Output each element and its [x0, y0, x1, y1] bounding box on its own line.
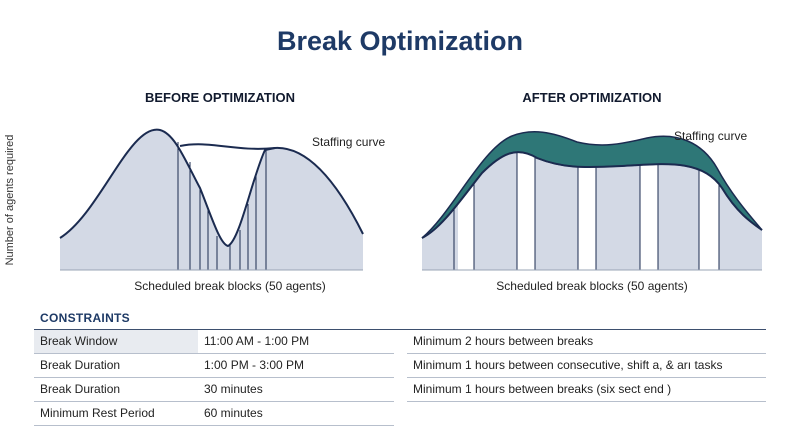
constraint-label: Break Duration — [40, 382, 121, 396]
constraint-value: 60 minutes — [204, 406, 263, 420]
constraints-table: Break Window 11:00 AM - 1:00 PM Break Du… — [34, 330, 394, 426]
page-title: Break Optimization — [276, 26, 524, 56]
constraint-row: Break Duration 1:00 PM - 3:00 PM — [34, 354, 394, 378]
constraints-divider — [34, 329, 766, 330]
constraint-row: Break Duration 30 minutes — [34, 378, 394, 402]
after-break-block — [699, 152, 719, 270]
before-demand-area — [60, 129, 363, 270]
before-caption: Scheduled break blocks (50 agents) — [134, 279, 326, 293]
before-gap-area — [180, 145, 265, 246]
before-chart — [59, 128, 364, 271]
constraint-value: 11:00 AM - 1:00 PM — [204, 334, 310, 348]
constraint-value: 1:00 PM - 3:00 PM — [204, 358, 305, 372]
constraint-label: Break Duration — [40, 358, 121, 372]
after-break-block — [517, 152, 535, 270]
constraint-note: Minimum 2 hours between breaks — [407, 330, 766, 354]
constraint-note: Minimum 1 hours between consecutive, shi… — [407, 354, 766, 378]
after-caption: Scheduled break blocks (50 agents) — [496, 279, 688, 293]
before-demand-curve — [59, 128, 364, 248]
after-panel-title: AFTER OPTIMIZATION — [522, 90, 662, 105]
before-break-blocks — [177, 142, 267, 270]
after-break-block — [578, 152, 596, 270]
y-axis-label: Number of agents required — [4, 134, 16, 266]
constraint-label: Minimum Rest Period — [40, 406, 155, 420]
after-break-block — [640, 152, 658, 270]
before-staffing-curve — [179, 143, 276, 150]
constraint-label: Break Window — [34, 330, 198, 353]
constraint-note: Minimum 1 hours between breaks (six sect… — [407, 378, 766, 402]
before-panel-title: BEFORE OPTIMIZATION — [145, 90, 295, 105]
constraint-row: Break Window 11:00 AM - 1:00 PM — [34, 330, 394, 354]
before-curve-label: Staffing curve — [312, 135, 386, 149]
after-chart — [421, 131, 763, 271]
constraint-value: 30 minutes — [204, 382, 263, 396]
constraint-row: Minimum Rest Period 60 minutes — [34, 402, 394, 426]
after-curve-label: Staffing curve — [674, 129, 748, 143]
constraints-heading: CONSTRAINTS — [40, 311, 130, 325]
after-break-lines — [453, 150, 720, 270]
after-demand-curve — [421, 151, 763, 239]
constraints-notes: Minimum 2 hours between breaks Minimum 1… — [407, 330, 766, 402]
